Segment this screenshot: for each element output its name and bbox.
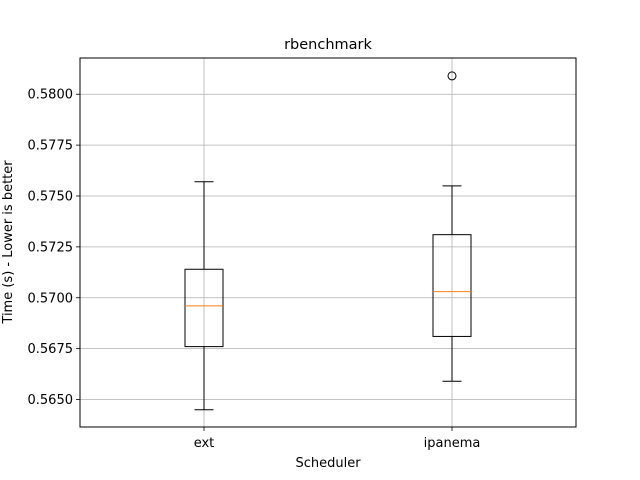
y-axis-label: Time (s) - Lower is better (1, 160, 16, 325)
y-tick-label: 0.5675 (28, 342, 74, 357)
marks-layer (184, 71, 472, 411)
iqr-box (432, 234, 472, 337)
y-tick-label: 0.5800 (28, 88, 74, 103)
y-tick-label: 0.5650 (28, 393, 74, 408)
x-tick-label: ipanema (424, 436, 481, 451)
box-ipanema (432, 71, 472, 382)
x-tick-label: ext (194, 436, 215, 451)
box-ext (184, 181, 224, 411)
x-axis-label: Scheduler (295, 456, 361, 471)
axes-layer (79, 57, 577, 428)
ticks-layer: 0.5650 0.5675 0.5700 0.5725 0.5750 0.5775 0.58… (28, 88, 481, 451)
y-tick-label: 0.5725 (28, 240, 74, 255)
outlier-point (447, 71, 457, 81)
plot-frame (79, 57, 577, 428)
y-tick-label: 0.5700 (28, 291, 74, 306)
y-tick-label: 0.5750 (28, 189, 74, 204)
chart-title: rbenchmark (284, 37, 372, 53)
grid-layer (80, 58, 576, 427)
iqr-box (184, 268, 224, 348)
y-tick-label: 0.5775 (28, 139, 74, 154)
